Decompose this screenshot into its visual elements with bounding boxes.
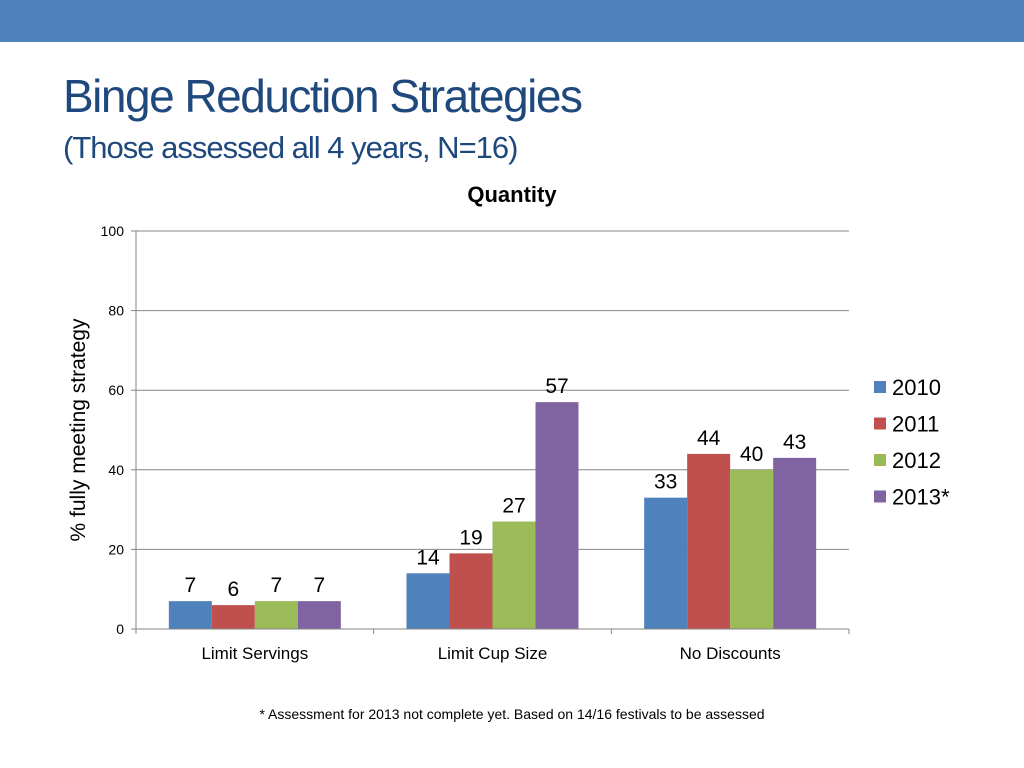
data-label: 7 bbox=[313, 574, 325, 597]
bar-2010-1 bbox=[406, 573, 450, 629]
top-accent-bar bbox=[0, 0, 1024, 42]
legend-swatch bbox=[874, 381, 886, 393]
slide-subtitle: (Those assessed all 4 years, N=16) bbox=[63, 130, 518, 165]
chart-title: Quantity bbox=[467, 182, 557, 207]
data-label: 7 bbox=[184, 574, 196, 597]
data-label: 43 bbox=[783, 431, 806, 454]
axes: 0 20 40 60 80 100 Limit Servings Limit Cup Size… bbox=[101, 223, 850, 663]
bar-2010-0 bbox=[168, 601, 212, 629]
x-tick-label: Limit Servings bbox=[201, 644, 308, 663]
bar-2012-0 bbox=[254, 601, 298, 629]
bar-2011-1 bbox=[449, 553, 493, 629]
bar-2012-1 bbox=[492, 521, 536, 629]
slide-title: Binge Reduction Strategies bbox=[63, 70, 583, 122]
y-tick-label: 20 bbox=[108, 541, 124, 557]
y-tick-label: 100 bbox=[101, 223, 125, 239]
legend-swatch bbox=[874, 417, 886, 430]
legend: 2010 2011 2012 2013* bbox=[874, 375, 950, 510]
legend-label: 2010 bbox=[892, 375, 941, 400]
legend-swatch bbox=[874, 490, 886, 503]
data-label: 19 bbox=[459, 526, 482, 549]
bar-2011-2 bbox=[687, 453, 731, 629]
bar-2013-2 bbox=[773, 457, 817, 629]
data-label: 33 bbox=[654, 471, 677, 494]
y-tick-label: 60 bbox=[108, 382, 124, 398]
legend-label: 2012 bbox=[892, 448, 941, 473]
data-label: 6 bbox=[227, 578, 239, 601]
y-tick-label: 40 bbox=[108, 462, 124, 478]
data-label: 7 bbox=[270, 574, 282, 597]
x-tick-label: Limit Cup Size bbox=[438, 644, 548, 663]
data-label: 40 bbox=[740, 443, 763, 466]
bars bbox=[168, 402, 817, 629]
bar-2010-2 bbox=[644, 497, 688, 629]
data-label: 27 bbox=[502, 495, 525, 518]
y-tick-label: 0 bbox=[116, 621, 124, 637]
data-label: 57 bbox=[545, 375, 568, 398]
data-label: 44 bbox=[697, 427, 721, 450]
legend-label: 2013* bbox=[892, 485, 950, 510]
x-tick-label: No Discounts bbox=[680, 644, 781, 663]
y-axis-label: % fully meeting strategy bbox=[67, 318, 90, 541]
legend-label: 2011 bbox=[892, 412, 939, 437]
data-labels: 7 6 7 7 14 19 27 57 33 44 40 43 bbox=[184, 375, 806, 601]
bar-2012-2 bbox=[730, 469, 774, 629]
data-label: 14 bbox=[416, 546, 440, 569]
bar-2013-0 bbox=[297, 601, 341, 629]
legend-swatch bbox=[874, 454, 886, 466]
y-tick-label: 80 bbox=[108, 303, 124, 319]
bar-2011-0 bbox=[211, 605, 255, 629]
bar-2013-1 bbox=[535, 402, 579, 629]
footnote: * Assessment for 2013 not complete yet. … bbox=[259, 706, 765, 722]
